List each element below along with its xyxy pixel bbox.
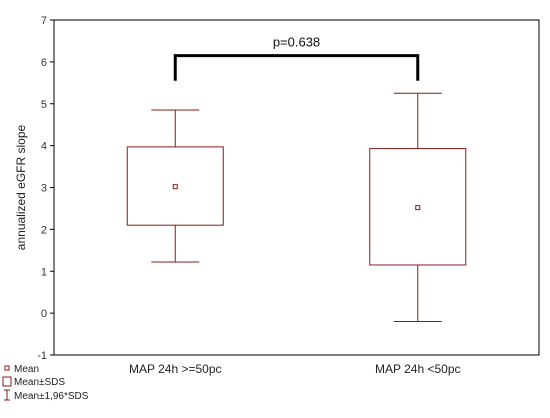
y-axis-label: annualized eGFR slope [14, 124, 28, 250]
mean-marker [415, 205, 421, 211]
legend: Mean Mean±SDS Mean±1,96*SDS [2, 364, 89, 402]
y-tick-label: -1 [37, 350, 47, 362]
y-tick-label: 4 [41, 141, 47, 153]
category-label: MAP 24h <50pc [375, 362, 461, 376]
y-tick-label: 7 [41, 15, 47, 27]
category-labels: MAP 24h >=50pc MAP 24h <50pc [129, 362, 461, 376]
legend-entry-ci: Mean±1,96*SDS [14, 391, 89, 402]
legend-entry-mean: Mean [14, 364, 39, 375]
mean-marker [172, 184, 178, 190]
y-tick-label: 6 [41, 57, 47, 69]
category-label: MAP 24h >=50pc [129, 362, 222, 376]
y-tick-label: 2 [41, 224, 47, 236]
legend-entry-sds: Mean±SDS [14, 377, 65, 388]
boxes-group [126, 92, 467, 322]
significance-annotation: p=0.638 [173, 35, 420, 81]
legend-mean-icon [4, 365, 10, 371]
y-axis-ticks: -1 0 1 2 3 4 5 6 7 [37, 15, 54, 362]
sds-box [126, 146, 224, 226]
legend-sds-icon [2, 376, 12, 387]
y-tick-label: 1 [41, 266, 47, 278]
y-tick-label: 5 [41, 99, 47, 111]
p-value-label: p=0.638 [273, 35, 320, 50]
legend-ci-icon [4, 389, 10, 401]
y-tick-label: 0 [41, 308, 47, 320]
sds-box [369, 148, 467, 266]
significance-bracket [173, 54, 420, 81]
y-tick-label: 3 [41, 183, 47, 195]
